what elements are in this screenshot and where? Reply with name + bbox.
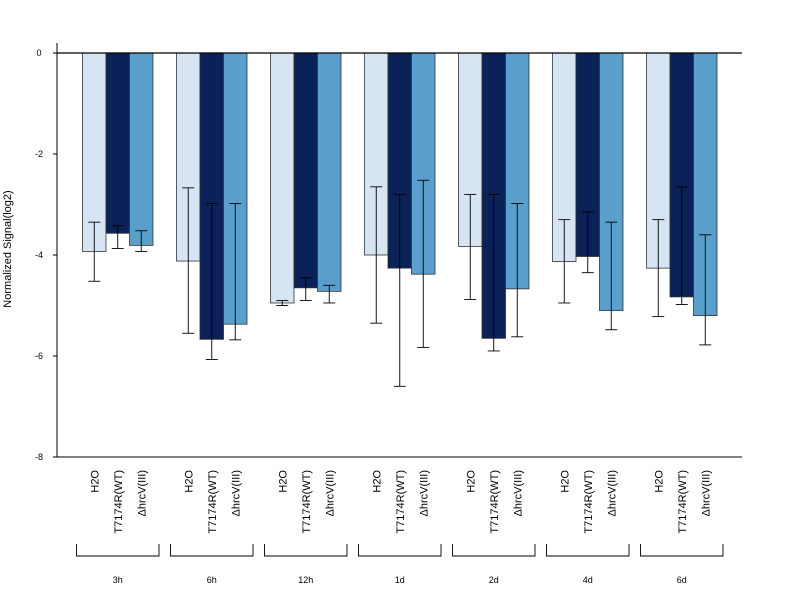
category-label: ΔhrcV(III)	[512, 470, 524, 516]
y-axis: 0 -2 -4 -6 -8	[35, 43, 58, 462]
category-label: T7174R(WT)	[301, 470, 313, 534]
y-axis-label: Normalized Signal(log2)	[2, 190, 14, 307]
bar	[293, 52, 318, 289]
category-label: ΔhrcV(III)	[700, 470, 712, 516]
group-label: 6d	[677, 575, 687, 585]
category-label: T7174R(WT)	[583, 470, 595, 534]
group-bracket	[358, 544, 442, 557]
category-label: H2O	[89, 470, 101, 493]
category-label: ΔhrcV(III)	[230, 470, 242, 516]
bar	[105, 52, 130, 234]
y-tick-label: -8	[35, 452, 43, 462]
category-label: H2O	[183, 470, 195, 493]
error-bars	[88, 179, 712, 387]
group-bracket	[546, 544, 630, 557]
group-label: 4d	[583, 575, 593, 585]
bar	[317, 52, 342, 292]
group-bracket	[264, 544, 348, 557]
y-tick-label: -2	[35, 149, 43, 159]
y-tick-label: -6	[35, 351, 43, 361]
group-label: 6h	[207, 575, 217, 585]
group-bracket	[452, 544, 536, 557]
group-bracket	[76, 544, 160, 557]
category-labels: H2O T7174R(WT) ΔhrcV(III) H2O T7174R(WT) Δhrc…	[89, 470, 712, 534]
bar	[270, 52, 295, 304]
category-label: ΔhrcV(III)	[136, 470, 148, 516]
bar	[82, 52, 107, 252]
bar	[129, 52, 154, 246]
group-label: 2d	[489, 575, 499, 585]
category-label: H2O	[465, 470, 477, 493]
group-label: 3h	[113, 575, 123, 585]
category-label: ΔhrcV(III)	[418, 470, 430, 516]
group-label: 12h	[298, 575, 313, 585]
category-label: H2O	[653, 470, 665, 493]
group-brackets: 3h 6h 12h 1d 2d 4d 6d	[76, 544, 724, 585]
y-tick-label: 0	[36, 48, 41, 58]
bars	[82, 52, 718, 340]
category-label: T7174R(WT)	[113, 470, 125, 534]
category-label: T7174R(WT)	[207, 470, 219, 534]
y-tick-label: -4	[35, 250, 43, 260]
category-label: H2O	[559, 470, 571, 493]
category-label: ΔhrcV(III)	[324, 470, 336, 516]
category-label: ΔhrcV(III)	[606, 470, 618, 516]
group-bracket	[640, 544, 724, 557]
group-bracket	[170, 544, 254, 557]
category-label: H2O	[277, 470, 289, 493]
category-label: T7174R(WT)	[489, 470, 501, 534]
category-label: H2O	[371, 470, 383, 493]
category-label: T7174R(WT)	[395, 470, 407, 534]
category-label: T7174R(WT)	[677, 470, 689, 534]
group-label: 1d	[395, 575, 405, 585]
